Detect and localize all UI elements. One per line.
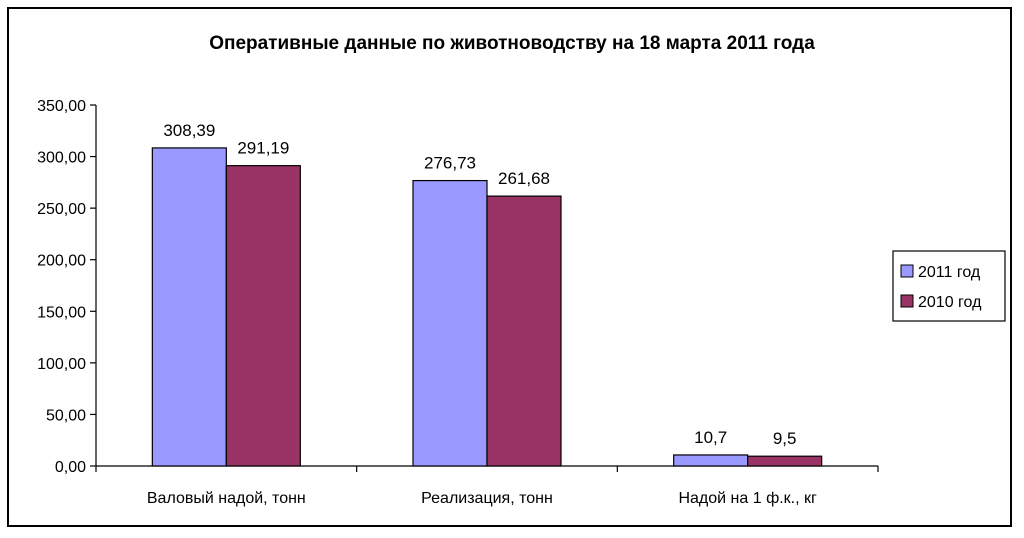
data-label: 308,39 bbox=[163, 121, 215, 140]
y-tick-label: 250,00 bbox=[37, 201, 86, 218]
category-label: Реализация, тонн bbox=[421, 490, 553, 507]
legend-label: 2010 год bbox=[918, 294, 982, 311]
data-label: 10,7 bbox=[694, 428, 727, 447]
bar-2011 bbox=[673, 454, 749, 467]
data-label: 261,68 bbox=[498, 169, 550, 188]
legend-box bbox=[892, 250, 1006, 322]
chart-frame: Оперативные данные по животноводству на … bbox=[7, 7, 1012, 527]
data-label: 276,73 bbox=[424, 154, 476, 173]
bar-2011 bbox=[151, 147, 227, 467]
category-label: Валовый надой, тонн bbox=[147, 490, 306, 507]
y-tick-label: 0,00 bbox=[55, 459, 86, 476]
bar-2010 bbox=[486, 195, 562, 467]
legend-swatch bbox=[900, 264, 914, 278]
bar-2010 bbox=[225, 165, 301, 467]
data-label: 291,19 bbox=[237, 139, 289, 158]
chart-legend: 2011 год 2010 год bbox=[892, 250, 1006, 322]
y-tick-label: 300,00 bbox=[37, 150, 86, 167]
y-tick-label: 50,00 bbox=[46, 407, 86, 424]
y-tick-label: 100,00 bbox=[37, 356, 86, 373]
chart-bars: 308,39 291,19 276,73 261,68 10,7 9,5 bbox=[151, 121, 823, 467]
chart-axes: 0,00 50,00 100,00 150,00 200,00 250,00 300,00 3… bbox=[37, 98, 879, 507]
bar-chart: Оперативные данные по животноводству на … bbox=[37, 33, 1006, 507]
bar-2011 bbox=[412, 179, 488, 467]
data-label: 9,5 bbox=[773, 429, 797, 448]
category-label: Надой на 1 ф.к., кг bbox=[678, 490, 817, 507]
legend-swatch bbox=[900, 294, 914, 308]
chart-title: Оперативные данные по животноводству на … bbox=[209, 33, 815, 54]
y-tick-label: 150,00 bbox=[37, 304, 86, 321]
legend-label: 2011 год bbox=[918, 264, 981, 281]
y-tick-label: 200,00 bbox=[37, 253, 86, 270]
y-tick-label: 350,00 bbox=[37, 98, 86, 115]
bar-2010 bbox=[747, 455, 823, 467]
